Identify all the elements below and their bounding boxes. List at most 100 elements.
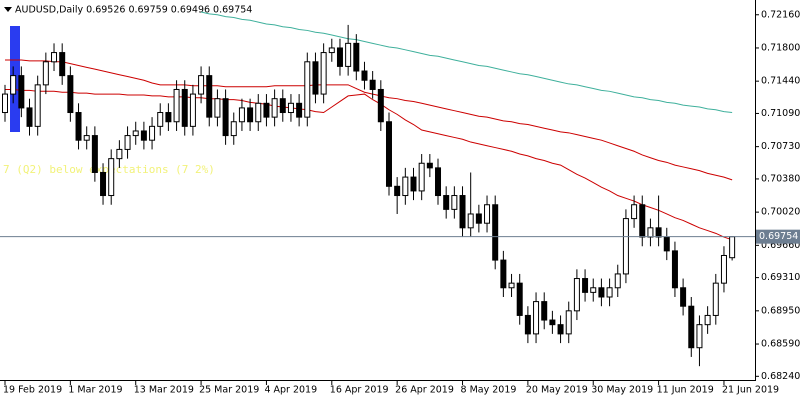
candle-body: [247, 107, 254, 123]
candle-body: [655, 227, 662, 238]
candle-body: [140, 130, 147, 141]
current-price-box: [756, 229, 800, 244]
candle-body: [377, 88, 384, 123]
candle-body: [631, 204, 638, 220]
candle-body: [173, 88, 180, 123]
candle-body: [533, 301, 540, 335]
x-tick-label: 8 May 2019: [461, 385, 517, 396]
candle-body: [402, 176, 409, 197]
candle-body: [238, 107, 245, 123]
candle-body: [287, 102, 294, 114]
candle-body: [680, 287, 687, 307]
candle-body: [410, 176, 417, 192]
candle-body: [83, 135, 90, 141]
candle-body: [524, 314, 531, 335]
candle-body: [116, 148, 123, 160]
candle-body: [467, 213, 474, 229]
symbol-icon: [4, 7, 12, 12]
candle-body: [124, 135, 131, 150]
candle-body: [328, 47, 335, 54]
candle-body: [67, 75, 74, 114]
candle-body: [206, 75, 213, 118]
candle-body: [263, 102, 270, 118]
candle-body: [451, 195, 458, 210]
candle-body: [622, 218, 629, 275]
candle-body: [418, 162, 425, 192]
candle-body: [230, 121, 237, 137]
y-tick-label: 0.68590: [761, 339, 800, 350]
y-tick-label: 0.68950: [761, 305, 800, 316]
x-tick-label: 20 May 2019: [526, 385, 588, 396]
y-tick-label: 0.71090: [761, 108, 800, 119]
candle-body: [189, 93, 196, 127]
candle-body: [459, 195, 466, 229]
y-tick-label: 0.71800: [761, 42, 800, 53]
candle-body: [157, 112, 164, 127]
candle-body: [688, 305, 695, 349]
candle-body: [2, 93, 8, 114]
candle-body: [435, 167, 442, 197]
candle-body: [729, 236, 736, 259]
x-tick-label: 4 Apr 2019: [264, 385, 317, 396]
y-tick-label: 0.68240: [761, 371, 800, 382]
candle-body: [671, 250, 678, 289]
candle-body: [475, 213, 482, 224]
candle-body: [549, 319, 556, 326]
candle-body: [34, 84, 41, 127]
candle-body: [181, 88, 188, 127]
candle-body: [720, 254, 727, 284]
x-tick-label: 16 Apr 2019: [330, 385, 389, 396]
candle-body: [614, 273, 621, 289]
candle-body: [500, 259, 507, 289]
candle-body: [279, 98, 286, 114]
y-tick-label: 0.69310: [761, 272, 800, 283]
candle-body: [214, 98, 221, 118]
candle-body: [696, 324, 703, 349]
candle-body: [26, 107, 33, 127]
candle-body: [91, 135, 98, 173]
chart-title: AUDUSD,Daily 0.69526 0.69759 0.69496 0.6…: [15, 5, 252, 16]
x-tick-label: 11 Jun 2019: [657, 385, 714, 396]
candle-body: [271, 98, 278, 118]
candle-body: [149, 125, 156, 141]
candle-body: [336, 47, 343, 67]
candle-body: [663, 236, 670, 252]
candle-body: [108, 158, 115, 197]
x-tick-label: 21 Jun 2019: [722, 385, 779, 396]
candle-body: [426, 162, 433, 169]
candle-body: [198, 75, 205, 95]
candle-body: [541, 301, 548, 321]
candle-body: [312, 61, 319, 95]
current-price-label: 0.69754: [759, 231, 798, 242]
candle-body: [385, 121, 392, 187]
x-tick-label: 19 Feb 2019: [3, 385, 62, 396]
candle-body: [255, 102, 262, 123]
y-tick-label: 0.70020: [761, 207, 800, 218]
candle-body: [361, 70, 368, 81]
x-tick-label: 13 Mar 2019: [134, 385, 194, 396]
candle-body: [508, 282, 515, 289]
candle-body: [484, 204, 491, 224]
candle-body: [565, 310, 572, 335]
x-tick-label: 1 Mar 2019: [68, 385, 122, 396]
candle-body: [712, 282, 719, 316]
candle-body: [639, 204, 646, 238]
candle-body: [590, 287, 597, 293]
candle-body: [51, 52, 58, 63]
candle-body: [42, 61, 49, 86]
candle-body: [222, 98, 229, 137]
candle-body: [59, 52, 66, 77]
y-tick-label: 0.69660: [761, 240, 800, 251]
candle-body: [582, 278, 589, 293]
candle-body: [165, 112, 172, 123]
candle-body: [443, 195, 450, 210]
x-tick-label: 30 May 2019: [591, 385, 653, 396]
x-tick-label: 25 Mar 2019: [199, 385, 259, 396]
candle-body: [369, 79, 376, 90]
candle-body: [598, 287, 605, 298]
moving-average-line: [200, 11, 733, 114]
moving-average-line: [5, 88, 733, 241]
moving-average-line: [5, 59, 733, 181]
candle-body: [353, 42, 360, 72]
